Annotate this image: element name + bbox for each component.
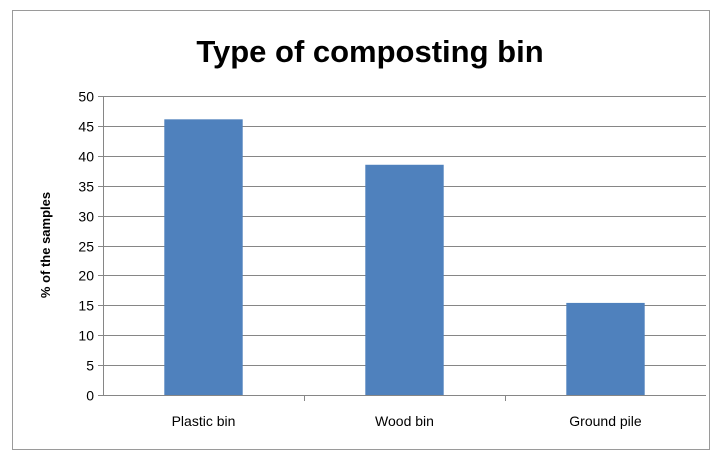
bars [164,119,645,396]
y-tick-label: 25 [78,239,94,255]
y-tick-label: 10 [78,328,94,344]
bar-ground-pile [566,302,645,395]
y-tick-label: 50 [78,89,94,105]
chart-title: Type of composting bin [196,34,543,69]
y-tick-labels: 0 5 10 15 20 25 30 35 40 45 50 [78,89,94,404]
y-tick-label: 30 [78,209,94,225]
x-tick-label: Plastic bin [172,413,236,429]
y-tick-label: 0 [86,388,94,404]
bar-plastic-bin [164,119,243,396]
y-tick-label: 35 [78,179,94,195]
y-tick-label: 45 [78,119,94,135]
y-tick-label: 15 [78,298,94,314]
bar-chart: Type of composting bin % of the samples … [38,34,706,429]
y-axis-label: % of the samples [38,192,53,298]
x-tick-label: Wood bin [375,413,434,429]
axes [98,96,706,401]
x-tick-labels: Plastic bin Wood bin Ground pile [172,413,642,429]
y-tick-label: 40 [78,149,94,165]
bar-wood-bin [365,164,444,395]
y-tick-label: 5 [86,358,94,374]
x-tick-label: Ground pile [569,413,642,429]
y-tick-label: 20 [78,268,94,284]
